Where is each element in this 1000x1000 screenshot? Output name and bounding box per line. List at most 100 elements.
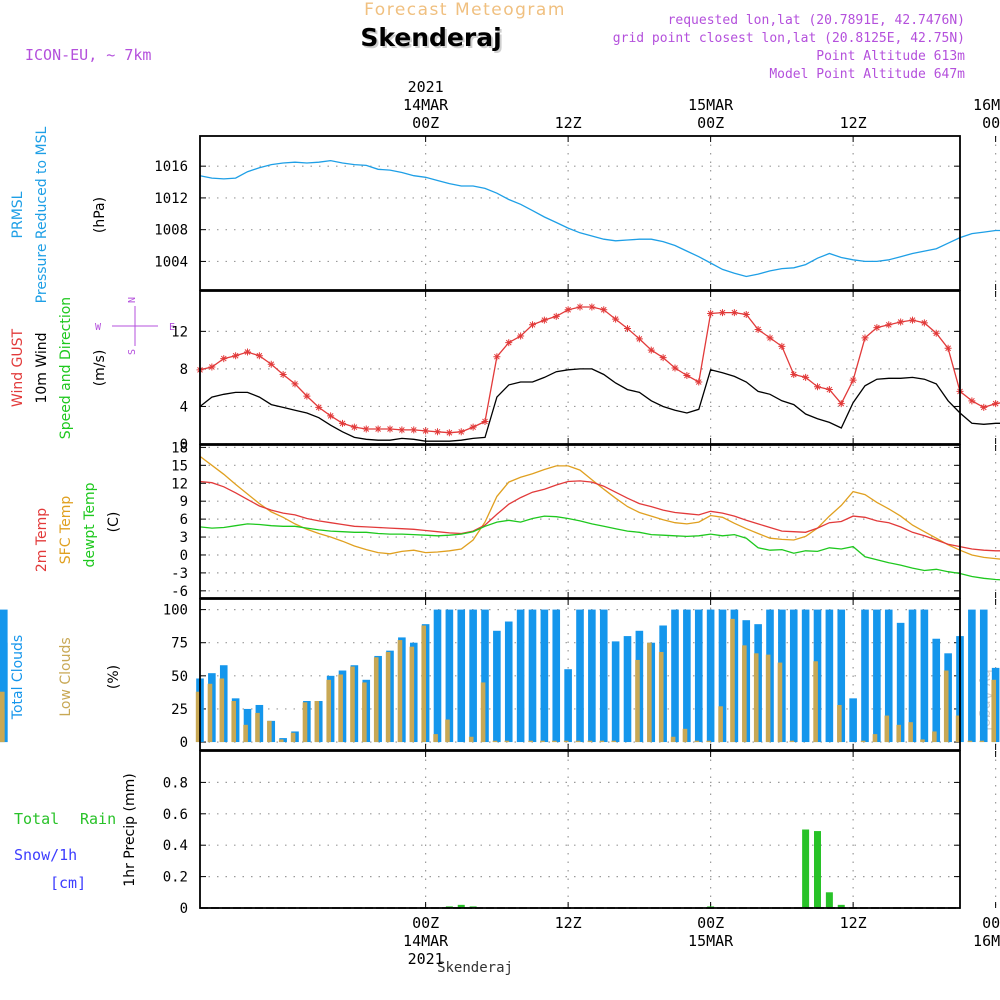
low-cloud-bar bbox=[611, 741, 616, 742]
gust-marker bbox=[636, 335, 643, 342]
low-cloud-bar bbox=[968, 741, 973, 742]
total-cloud-bar bbox=[790, 610, 798, 742]
wind-gust-label: Wind GUST bbox=[10, 328, 26, 407]
gust-marker bbox=[897, 318, 904, 325]
precip-unit: 1hr Precip (mm) bbox=[122, 773, 138, 886]
gust-marker bbox=[743, 311, 750, 318]
gust-marker bbox=[826, 386, 833, 393]
rain-bar bbox=[802, 830, 809, 909]
gust-marker bbox=[398, 426, 405, 433]
low-cloud-bar bbox=[315, 701, 320, 742]
gust-marker bbox=[553, 313, 560, 320]
y-tick-label: 3 bbox=[180, 530, 188, 546]
low-cloud-bar bbox=[647, 643, 652, 742]
low-cloud-bar bbox=[920, 739, 925, 742]
low-cloud-bar bbox=[421, 625, 426, 742]
gust-marker bbox=[933, 330, 940, 337]
y-tick-label: 1008 bbox=[154, 223, 188, 239]
total-cloud-bar bbox=[826, 610, 834, 742]
y-tick-label: 18 bbox=[171, 440, 188, 456]
precip-panel: 0 0.2 0.4 0.6 0.8 bbox=[163, 751, 1000, 917]
rain-bar bbox=[826, 892, 833, 908]
pressure-unit: (hPa) bbox=[92, 197, 108, 233]
low-cloud-bar bbox=[552, 741, 557, 742]
total-cloud-bar bbox=[671, 610, 679, 742]
low-cloud-bar bbox=[540, 741, 545, 742]
gust-marker bbox=[256, 352, 263, 359]
bottom-date-label: 15MAR bbox=[688, 932, 734, 950]
low-cloud-bar bbox=[932, 731, 937, 742]
panel-frame bbox=[200, 291, 960, 444]
gust-marker bbox=[244, 349, 251, 356]
low-cloud-bar bbox=[505, 741, 510, 742]
low-cloud-bar bbox=[659, 652, 664, 742]
panel-frame bbox=[200, 751, 960, 908]
2m-temp-line bbox=[200, 481, 1000, 555]
clouds-panel-labels: Total Clouds Low Clouds (%) bbox=[10, 635, 122, 720]
low-cloud-bar bbox=[980, 741, 985, 742]
top-date-label: 14MAR bbox=[403, 96, 449, 114]
clouds-panel: 0255075100 bbox=[0, 599, 1000, 751]
low-cloud-bar bbox=[445, 720, 450, 743]
y-tick-label: 0.4 bbox=[163, 838, 188, 854]
low-clouds-label: Low Clouds bbox=[58, 637, 74, 716]
meteogram: Forecast Meteogram Skenderaj Skenderaj I… bbox=[0, 0, 1000, 1000]
precip-panel-labels: Total Rain Snow/1h [cm] 1hr Precip (mm) bbox=[14, 773, 138, 892]
bottom-time-label: 00Z bbox=[982, 914, 1000, 932]
temp-unit: (C) bbox=[106, 512, 122, 533]
temperature-panel: -6-30369121518 bbox=[171, 440, 1000, 599]
y-tick-label: -6 bbox=[171, 584, 188, 600]
low-cloud-bar bbox=[469, 737, 474, 742]
gust-marker bbox=[232, 352, 239, 359]
gust-marker bbox=[315, 404, 322, 411]
wind-10m-label: 10m Wind bbox=[34, 332, 50, 403]
low-cloud-bar bbox=[433, 734, 438, 742]
gust-marker bbox=[529, 321, 536, 328]
top-time-label: 12Z bbox=[840, 114, 867, 132]
pressure-label-2: Pressure Reduced to MSL bbox=[34, 126, 50, 303]
low-cloud-bar bbox=[671, 737, 676, 742]
gust-marker bbox=[802, 374, 809, 381]
low-cloud-bar bbox=[398, 640, 403, 742]
low-cloud-bar bbox=[635, 660, 640, 742]
low-cloud-bar bbox=[303, 702, 308, 742]
bottom-time-label: 12Z bbox=[555, 914, 582, 932]
top-time-label: 00Z bbox=[982, 114, 1000, 132]
pressure-panel: 1004 1008 1012 1016 bbox=[154, 136, 1000, 290]
y-tick-label: -3 bbox=[171, 566, 188, 582]
gust-marker bbox=[755, 326, 762, 333]
gust-marker bbox=[482, 418, 489, 425]
rain-bar bbox=[814, 831, 821, 908]
gust-marker bbox=[505, 339, 512, 346]
low-cloud-bar bbox=[861, 741, 866, 742]
total-cloud-bar bbox=[493, 631, 501, 742]
gust-marker bbox=[767, 334, 774, 341]
gust-marker bbox=[565, 306, 572, 313]
gust-marker bbox=[719, 309, 726, 316]
low-cloud-bar bbox=[706, 741, 711, 742]
gust-marker bbox=[208, 364, 215, 371]
gust-marker bbox=[683, 372, 690, 379]
gust-marker bbox=[363, 425, 370, 432]
wind-panel-labels: Wind GUST 10m Wind Speed and Direction (… bbox=[10, 297, 175, 439]
gust-marker bbox=[600, 306, 607, 313]
temp-dewpt-label: dewpt Temp bbox=[82, 482, 98, 567]
y-tick-label: 1012 bbox=[154, 191, 188, 207]
bottom-date-label: 14MAR bbox=[403, 932, 449, 950]
low-cloud-bar bbox=[896, 725, 901, 742]
location-title: Skenderaj bbox=[360, 23, 501, 52]
gust-marker bbox=[446, 429, 453, 436]
total-cloud-bar bbox=[897, 623, 905, 742]
low-cloud-bar bbox=[267, 721, 272, 742]
low-cloud-bar bbox=[908, 722, 913, 742]
clouds-unit: (%) bbox=[106, 665, 122, 689]
gust-marker bbox=[921, 319, 928, 326]
low-cloud-bar bbox=[885, 716, 890, 742]
low-cloud-bar bbox=[730, 619, 735, 742]
total-cloud-bar bbox=[980, 610, 988, 742]
low-cloud-bar bbox=[410, 647, 415, 742]
gust-marker bbox=[862, 334, 869, 341]
total-cloud-bar bbox=[612, 641, 620, 742]
low-cloud-bar bbox=[493, 741, 498, 742]
info-model-altitude: Model Point Altitude 647m bbox=[769, 67, 965, 82]
